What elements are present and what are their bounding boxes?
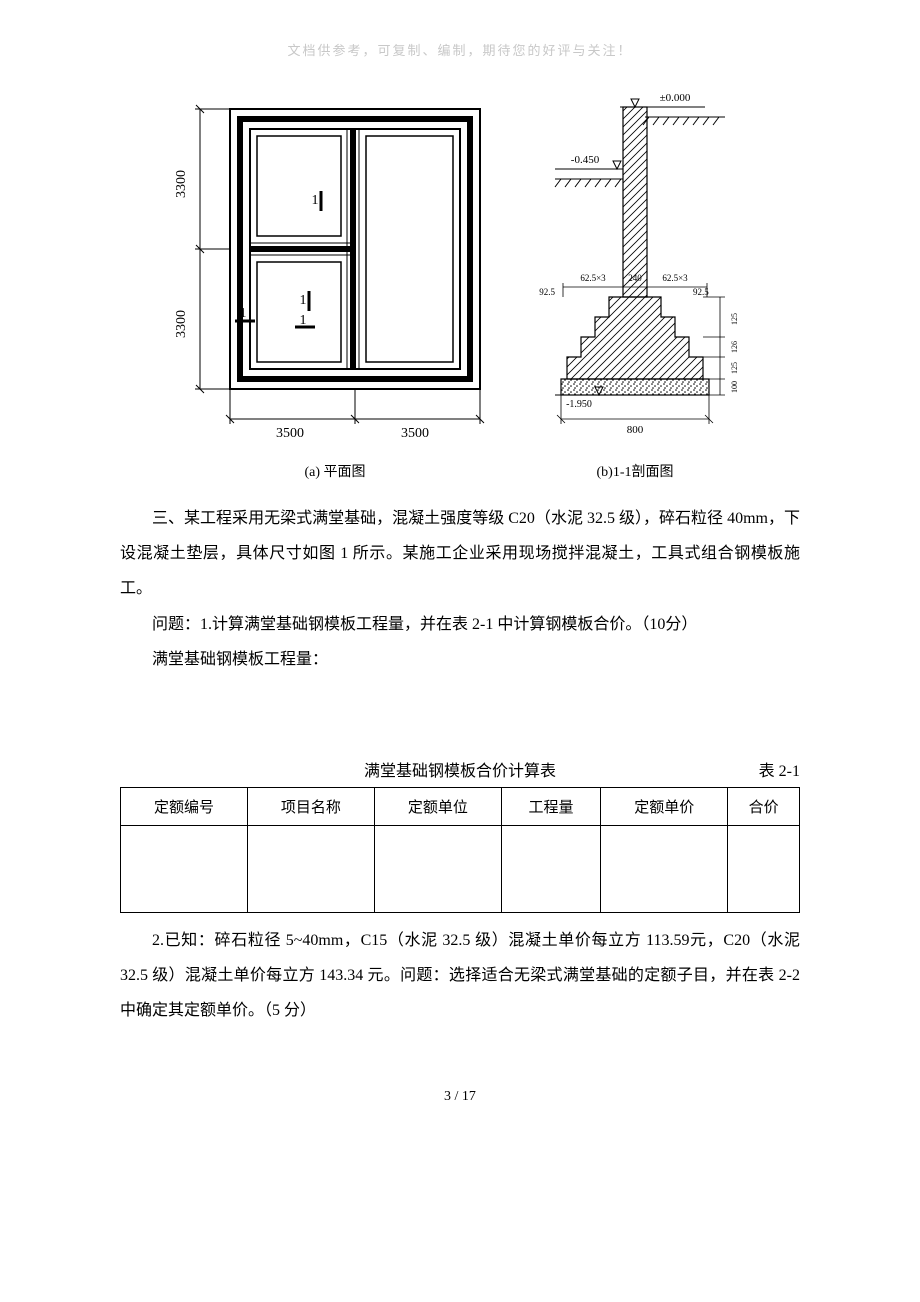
svg-text:-1.950: -1.950 — [566, 399, 592, 410]
table-header-row: 定额编号 项目名称 定额单位 工程量 定额单价 合价 — [121, 787, 800, 825]
dim-bottom-w: 800 — [627, 424, 644, 436]
table-title: 满堂基础钢模板合价计算表 — [364, 757, 556, 781]
dim-center-w: 240 — [628, 273, 642, 283]
svg-text:1: 1 — [312, 193, 319, 208]
figures-row: 3300 3300 — [120, 89, 800, 481]
dim-right-step: 62.5×3 — [662, 273, 688, 283]
svg-text:-0.450: -0.450 — [571, 154, 600, 166]
section-mark-top: 1 — [312, 191, 322, 211]
elev-top-marker: ±0.000 — [620, 92, 705, 107]
dim-r2: 126 — [730, 341, 739, 353]
dim-left-ext: 92.5 — [539, 287, 555, 297]
dim-left-step: 62.5×3 — [580, 273, 606, 283]
td-blank — [601, 825, 728, 912]
th-2: 定额单位 — [374, 787, 501, 825]
section-view-svg: ±0.000 — [525, 89, 745, 449]
td-blank — [374, 825, 501, 912]
svg-text:1: 1 — [240, 306, 247, 321]
th-5: 合价 — [728, 787, 800, 825]
th-3: 工程量 — [501, 787, 600, 825]
para-4: 2.已知：碎石粒径 5~40mm，C15（水泥 32.5 级）混凝土单价每立方 … — [120, 923, 800, 1029]
figure-b-caption: (b)1-1剖面图 — [597, 461, 674, 481]
price-table: 定额编号 项目名称 定额单位 工程量 定额单价 合价 — [120, 787, 800, 913]
para-2: 问题：1.计算满堂基础钢模板工程量，并在表 2-1 中计算钢模板合价。（10分） — [120, 607, 800, 642]
dim-v2: 3300 — [175, 310, 189, 338]
table-row — [121, 825, 800, 912]
body-text-2: 2.已知：碎石粒径 5~40mm，C15（水泥 32.5 级）混凝土单价每立方 … — [120, 923, 800, 1029]
dim-right-ext: 92.5 — [693, 287, 709, 297]
page-number: 3 / 17 — [120, 1089, 800, 1105]
svg-text:±0.000: ±0.000 — [660, 92, 691, 104]
td-blank — [121, 825, 248, 912]
plan-view-svg: 3300 3300 — [175, 89, 495, 449]
svg-text:1: 1 — [300, 293, 307, 308]
elev-mid-marker: -0.450 — [555, 154, 623, 169]
td-blank — [501, 825, 600, 912]
para-3: 满堂基础钢模板工程量： — [120, 642, 800, 677]
section-mark-bl1: 1 — [300, 291, 310, 311]
dim-r1: 125 — [730, 313, 739, 325]
figure-b-block: ±0.000 — [525, 89, 745, 481]
th-1: 项目名称 — [247, 787, 374, 825]
watermark-text: 文档供参考，可复制、编制，期待您的好评与关注！ — [120, 40, 800, 59]
table-label: 表 2-1 — [759, 757, 800, 781]
para-1: 三、某工程采用无梁式满堂基础，混凝土强度等级 C20（水泥 32.5 级），碎石… — [120, 501, 800, 607]
dim-r3: 125 — [730, 362, 739, 374]
dim-h1: 3500 — [276, 426, 304, 441]
dim-h2: 3500 — [401, 426, 429, 441]
td-blank — [728, 825, 800, 912]
dim-v1: 3300 — [175, 170, 189, 198]
figure-a-block: 3300 3300 — [175, 89, 495, 481]
td-blank — [247, 825, 374, 912]
table-title-row: 满堂基础钢模板合价计算表 表 2-1 — [120, 757, 800, 781]
body-text: 三、某工程采用无梁式满堂基础，混凝土强度等级 C20（水泥 32.5 级），碎石… — [120, 501, 800, 677]
section-mark-bl2: 1 — [295, 313, 315, 328]
dim-r4: 100 — [730, 381, 739, 393]
th-0: 定额编号 — [121, 787, 248, 825]
figure-a-caption: (a) 平面图 — [304, 461, 365, 481]
th-4: 定额单价 — [601, 787, 728, 825]
